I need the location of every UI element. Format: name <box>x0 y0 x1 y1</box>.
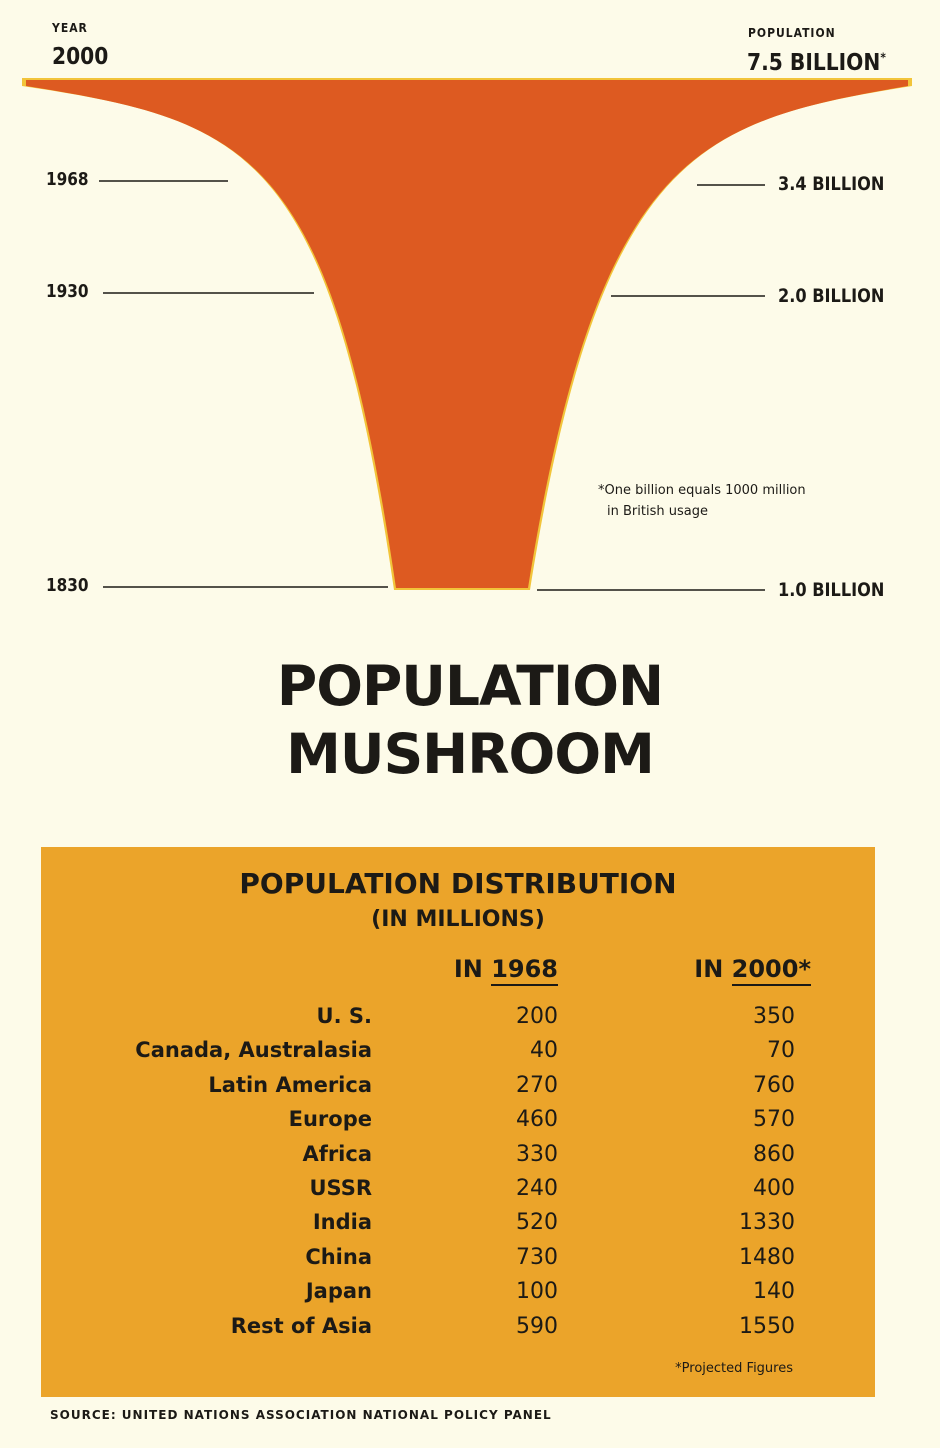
row-value-1968: 240 <box>516 1176 558 1201</box>
row-value-2000: 70 <box>767 1038 795 1064</box>
source-credit: SOURCE: UNITED NATIONS ASSOCIATION NATIO… <box>50 1408 552 1422</box>
mushroom-shape <box>26 80 908 588</box>
row-value-2000: 1330 <box>739 1210 795 1236</box>
column-header-1968-year: 1968 <box>491 955 558 986</box>
row-value-2000: 140 <box>753 1279 795 1305</box>
row-region: USSR <box>309 1176 372 1200</box>
year-tick-1930: 1930 <box>46 281 89 302</box>
billion-footnote: *One billion equals 1000 million in Brit… <box>598 480 806 522</box>
column-header-2000: IN 2000* <box>694 955 811 986</box>
row-region: Japan <box>305 1279 372 1304</box>
year-tick-1968: 1968 <box>46 169 89 190</box>
row-value-2000: 760 <box>753 1072 795 1098</box>
row-region: U. S. <box>316 1004 372 1028</box>
row-value-2000: 860 <box>753 1141 795 1167</box>
table-title: POPULATION DISTRIBUTION <box>239 867 677 900</box>
chart-title: POPULATION MUSHROOM <box>0 652 940 788</box>
row-value-2000: 350 <box>753 1004 795 1029</box>
table-row: Africa 330 860 <box>41 1142 875 1176</box>
row-region: Latin America <box>208 1072 372 1097</box>
year-tick-1830: 1830 <box>46 575 89 596</box>
row-region: Africa <box>302 1141 372 1166</box>
table-row: Rest of Asia 590 1550 <box>41 1314 875 1348</box>
column-header-2000-year: 2000* <box>731 955 811 986</box>
population-axis-heading: POPULATION <box>748 26 836 40</box>
footnote-line-1: *One billion equals 1000 million <box>598 483 806 498</box>
column-header-1968-prefix: IN <box>453 955 483 983</box>
year-top-label: 2000 <box>52 44 109 70</box>
row-value-2000: 1480 <box>739 1244 795 1270</box>
row-region: Canada, Australasia <box>135 1038 372 1063</box>
population-tick-3-4: 3.4 BILLION <box>778 173 885 195</box>
distribution-panel: POPULATION DISTRIBUTION (IN MILLIONS) IN… <box>41 847 875 1397</box>
population-mushroom-chart <box>22 78 912 591</box>
table-row: Canada, Australasia 40 70 <box>41 1038 875 1072</box>
row-value-2000: 570 <box>753 1107 795 1133</box>
row-value-1968: 270 <box>516 1072 558 1098</box>
row-region: India <box>312 1210 372 1235</box>
table-subtitle: (IN MILLIONS) <box>371 907 545 932</box>
row-region: Europe <box>288 1107 372 1132</box>
row-value-1968: 590 <box>516 1313 558 1339</box>
column-header-1968: IN 1968 <box>453 955 558 986</box>
table-row: India 520 1330 <box>41 1210 875 1244</box>
row-value-2000: 1550 <box>739 1313 795 1339</box>
row-region: China <box>305 1244 372 1269</box>
row-value-1968: 100 <box>516 1279 558 1305</box>
row-value-2000: 400 <box>753 1176 795 1201</box>
table-row: Japan 100 140 <box>41 1279 875 1313</box>
population-tick-1-0: 1.0 BILLION <box>778 579 885 601</box>
row-region: Rest of Asia <box>230 1313 372 1338</box>
row-value-1968: 730 <box>516 1244 558 1270</box>
row-value-1968: 330 <box>516 1141 558 1167</box>
table-row: Europe 460 570 <box>41 1107 875 1141</box>
chart-title-text: POPULATION MUSHROOM <box>276 654 664 786</box>
table-row: China 730 1480 <box>41 1245 875 1279</box>
row-value-1968: 460 <box>516 1107 558 1133</box>
table-row: U. S. 200 350 <box>41 1004 875 1038</box>
population-tick-2-0: 2.0 BILLION <box>778 285 885 307</box>
footnote-line-2: in British usage <box>607 504 708 519</box>
year-axis-heading: YEAR <box>52 21 88 35</box>
projected-note: *Projected Figures <box>675 1361 793 1376</box>
table-row: USSR 240 400 <box>41 1176 875 1210</box>
table-row: Latin America 270 760 <box>41 1073 875 1107</box>
column-header-2000-prefix: IN <box>694 955 724 983</box>
row-value-1968: 40 <box>530 1038 558 1064</box>
row-value-1968: 200 <box>516 1004 558 1029</box>
population-top-label: 7.5 BILLION* <box>747 50 886 76</box>
row-value-1968: 520 <box>516 1210 558 1236</box>
